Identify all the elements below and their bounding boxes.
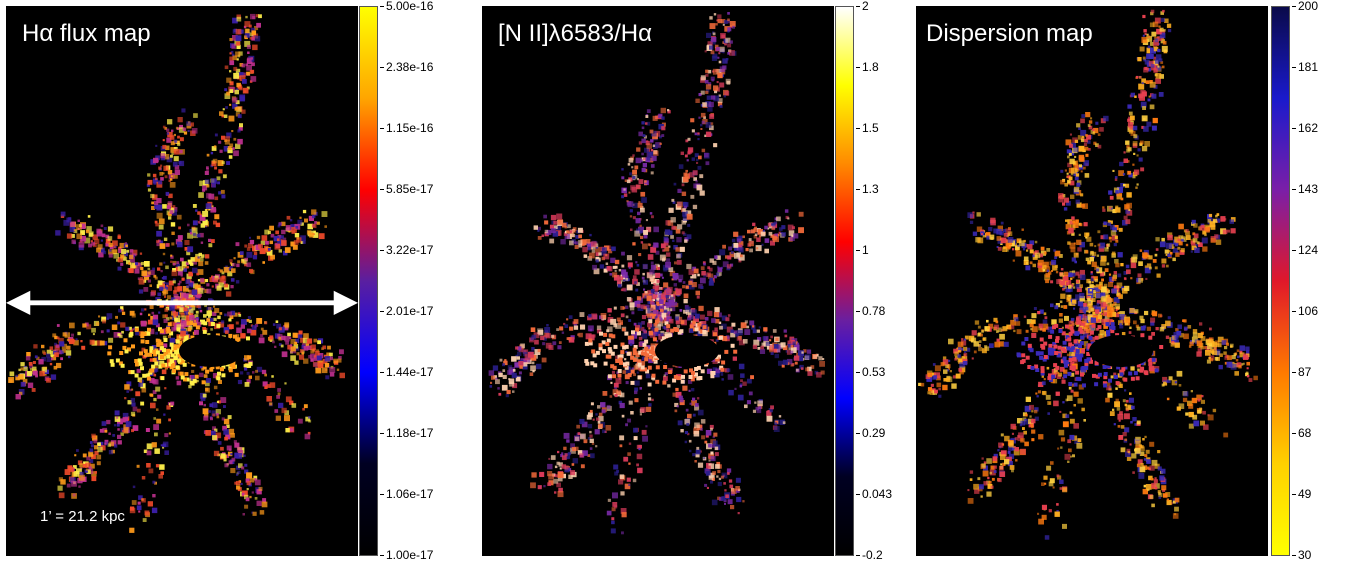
colorbar-tick-label: 162 xyxy=(1291,121,1319,135)
scale-bar-arrow xyxy=(6,290,358,315)
colorbar-tick-label: 2 xyxy=(856,0,869,13)
colorbar-tick-label: 5.00e-16 xyxy=(379,0,434,13)
panel-title: [N II]λ6583/Hα xyxy=(498,20,652,47)
dispersion-image xyxy=(918,9,1258,540)
nii-ratio-map-panel: [N II]λ6583/Hα xyxy=(482,6,834,556)
dispersion-colorbar xyxy=(1271,6,1290,556)
halpha-flux-image xyxy=(8,13,345,533)
nii-ratio-colorbar xyxy=(835,6,854,556)
colorbar-tick-label: 1.00e-17 xyxy=(379,548,434,562)
colorbar-tick-label: 1.44e-17 xyxy=(379,365,434,379)
halpha-colorbar xyxy=(359,6,378,556)
colorbar-tick-label: 1.18e-17 xyxy=(379,426,434,440)
halpha-flux-map-panel: Hα flux map 1’ = 21.2 kpc xyxy=(6,6,358,556)
colorbar-tick-label: 87 xyxy=(1291,365,1312,379)
colorbar-tick-label: 1.5 xyxy=(856,121,879,135)
colorbar-tick-label: 0.53 xyxy=(855,365,886,379)
colorbar-tick-label: 49 xyxy=(1291,487,1312,501)
colorbar-tick-label: 181 xyxy=(1291,60,1319,74)
panel-title: Hα flux map xyxy=(22,20,151,47)
colorbar-tick-label: 0.29 xyxy=(855,426,886,440)
colorbar-tick-label: 143 xyxy=(1291,182,1319,196)
colorbar-tick-label: 68 xyxy=(1291,426,1312,440)
colorbar-tick-label: 5.85e-17 xyxy=(379,182,434,196)
dispersion-map-panel: Dispersion map xyxy=(916,6,1268,556)
panel-title: Dispersion map xyxy=(926,20,1093,47)
colorbar-tick-label: 30 xyxy=(1291,548,1312,562)
scale-bar-label: 1’ = 21.2 kpc xyxy=(40,508,125,525)
colorbar-tick-label: 1.06e-17 xyxy=(379,487,434,501)
nii-ratio-image xyxy=(488,12,825,535)
colorbar-tick-label: 124 xyxy=(1291,243,1319,257)
colorbar-tick-label: 1.3 xyxy=(856,182,879,196)
colorbar-tick-label: 1.8 xyxy=(856,60,879,74)
colorbar-tick-label: 3.22e-17 xyxy=(379,243,434,257)
colorbar-tick-label: 0.78 xyxy=(855,304,886,318)
colorbar-tick-label: 2.38e-16 xyxy=(379,60,434,74)
colorbar-tick-label: 1.15e-16 xyxy=(379,121,434,135)
colorbar-tick-label: -0.2 xyxy=(856,548,883,562)
colorbar-tick-label: 200 xyxy=(1291,0,1319,13)
colorbar-tick-label: 0.043 xyxy=(855,487,893,501)
colorbar-tick-label: 106 xyxy=(1291,304,1319,318)
colorbar-tick-label: 1 xyxy=(856,243,869,257)
colorbar-tick-label: 2.01e-17 xyxy=(379,304,434,318)
